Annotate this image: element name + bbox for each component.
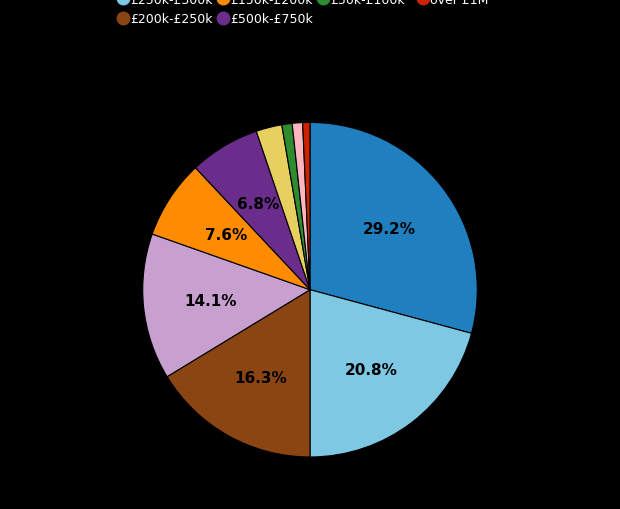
- Wedge shape: [153, 168, 310, 290]
- Wedge shape: [292, 123, 310, 290]
- Wedge shape: [167, 290, 310, 457]
- Wedge shape: [310, 123, 477, 334]
- Wedge shape: [195, 132, 310, 290]
- Wedge shape: [281, 124, 310, 290]
- Legend: £300k-£400k, £250k-£300k, £200k-£250k, £400k-£500k, £150k-£200k, £500k-£750k, £1: £300k-£400k, £250k-£300k, £200k-£250k, £…: [116, 0, 504, 30]
- Wedge shape: [143, 235, 310, 377]
- Text: 29.2%: 29.2%: [363, 222, 416, 237]
- Wedge shape: [256, 126, 310, 290]
- Text: 14.1%: 14.1%: [184, 293, 236, 308]
- Wedge shape: [310, 290, 471, 457]
- Text: 6.8%: 6.8%: [237, 197, 280, 212]
- Text: 16.3%: 16.3%: [234, 370, 287, 385]
- Text: 20.8%: 20.8%: [345, 362, 397, 377]
- Wedge shape: [303, 123, 310, 290]
- Text: 7.6%: 7.6%: [205, 228, 247, 243]
